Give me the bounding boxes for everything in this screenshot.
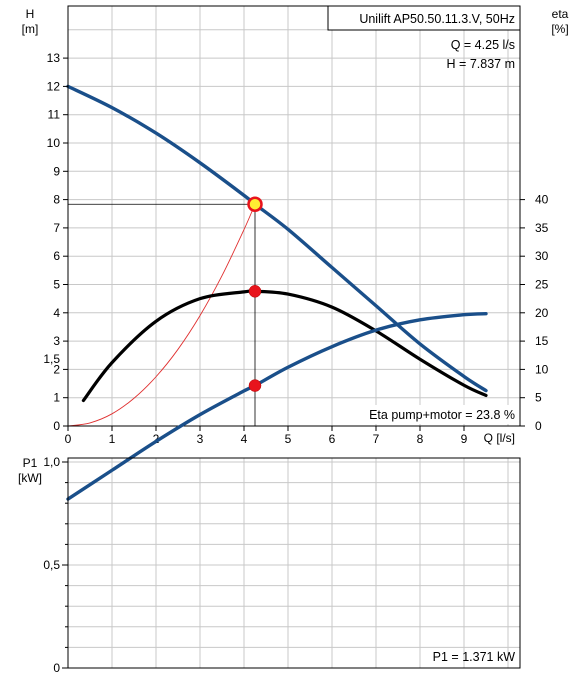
p1-readout: P1 = 1.371 kW <box>433 650 516 664</box>
h-tick-label: 8 <box>53 193 60 207</box>
q-tick-label: 9 <box>461 432 468 446</box>
chart-title-box <box>327 5 521 31</box>
p1-tick-label: 0,5 <box>43 558 60 572</box>
bottom-panel-grid <box>68 458 520 668</box>
eta-tick-label: 35 <box>535 221 549 235</box>
eta-readout-bg <box>338 405 518 424</box>
h-tick-label: 11 <box>48 108 61 122</box>
h-tick-label: 9 <box>53 164 60 178</box>
eta-tick-label: 25 <box>535 278 549 292</box>
efficiency-operating-point <box>248 285 262 298</box>
h-tick-label: 2 <box>53 362 60 376</box>
p1-axis-unit: [kW] <box>18 471 42 485</box>
h-axis-unit: [m] <box>22 22 39 36</box>
head-curve <box>66 84 488 393</box>
efficiency-curve <box>81 289 488 403</box>
p1-tick-label: 1,5 <box>43 352 60 366</box>
eta-tick-label: 15 <box>535 334 549 348</box>
q-tick-label: 1 <box>109 432 116 446</box>
eta-tick-label: 30 <box>535 249 549 263</box>
bottom-y-ticks: 0 0,5 1,0 1,5 <box>43 352 68 675</box>
q-tick-label: 8 <box>417 432 424 446</box>
p1-tick-label: 1,0 <box>43 455 60 469</box>
q-tick-label: 3 <box>197 432 204 446</box>
chart-title: Unilift AP50.50.11.3.V, 50Hz <box>359 12 515 26</box>
eta-tick-label: 40 <box>535 193 549 207</box>
h-tick-label: 10 <box>47 136 61 150</box>
h-tick-label: 5 <box>53 278 60 292</box>
q-tick-label: 4 <box>241 432 248 446</box>
p1-tick-label: 0 <box>53 661 60 675</box>
system-curve <box>67 204 256 427</box>
eta-tick-label: 5 <box>535 391 542 405</box>
eta-readout: Eta pump+motor = 23.8 % <box>369 408 515 422</box>
q-tick-label: 7 <box>373 432 380 446</box>
q-axis-label: Q [l/s] <box>484 431 515 445</box>
p1-axis-label: P1 <box>23 456 38 470</box>
operating-h-readout: H = 7.837 m <box>447 57 515 71</box>
power-curve <box>66 311 488 501</box>
eta-tick-label: 20 <box>535 306 549 320</box>
bottom-panel-curves <box>66 311 488 501</box>
h-tick-label: 3 <box>53 334 60 348</box>
head-operating-point <box>247 196 263 212</box>
q-tick-label: 2 <box>153 432 160 446</box>
h-tick-label: 1 <box>53 391 60 405</box>
q-tick-label: 5 <box>285 432 292 446</box>
h-tick-label: 6 <box>53 249 60 263</box>
h-tick-label: 12 <box>47 79 61 93</box>
q-tick-label: 0 <box>65 432 72 446</box>
eta-tick-label: 0 <box>535 419 542 433</box>
eta-axis-unit: [%] <box>551 22 568 36</box>
h-tick-label: 4 <box>53 306 60 320</box>
top-x-ticks: 0 1 2 3 4 5 6 7 8 9 <box>65 426 468 446</box>
top-panel-frame <box>67 5 521 427</box>
operating-q-readout: Q = 4.25 l/s <box>451 38 515 52</box>
top-panel-curves <box>66 84 488 427</box>
bottom-panel-frame <box>67 457 521 669</box>
h-axis-label: H <box>26 7 35 21</box>
eta-axis-label: eta <box>552 7 569 21</box>
h-tick-label: 0 <box>53 419 60 433</box>
h-tick-label: 13 <box>47 51 61 65</box>
h-tick-label: 7 <box>53 221 60 235</box>
power-operating-point <box>248 379 262 392</box>
q-tick-label: 6 <box>329 432 336 446</box>
top-panel-grid <box>68 6 520 426</box>
eta-tick-label: 10 <box>535 362 549 376</box>
top-y-right-ticks: 0 5 10 15 20 25 30 35 40 <box>520 193 549 433</box>
